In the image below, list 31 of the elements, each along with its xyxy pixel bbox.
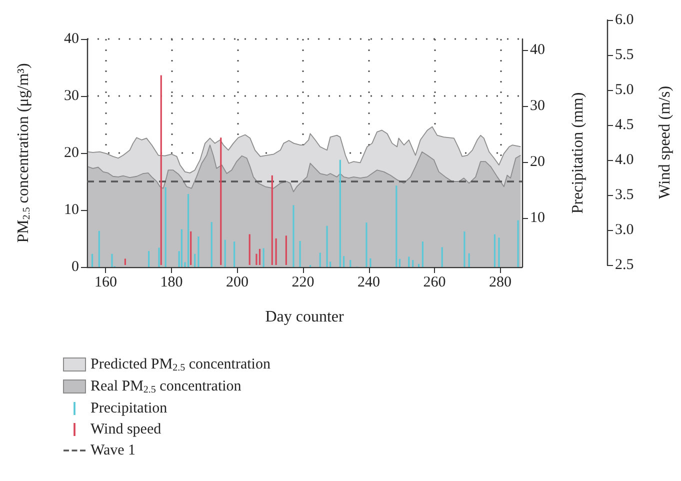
- x-axis-title: Day counter: [265, 308, 344, 326]
- x-tick-label: 200: [226, 274, 249, 290]
- y-tick-label: 20: [64, 145, 79, 161]
- y3-tick-label: 5.0: [615, 82, 634, 98]
- y3-tick-label: 2.5: [615, 257, 634, 273]
- x-tick-label: 160: [94, 274, 117, 290]
- y2-tick-label: 20: [530, 154, 545, 170]
- y2-tick-label: 40: [530, 42, 545, 58]
- y3-tick-label: 4.0: [615, 152, 634, 168]
- legend-label: Wave 1: [90, 442, 136, 458]
- legend-label: Precipitation: [90, 400, 168, 416]
- y3-axis-title: Wind speed (m/s): [656, 86, 674, 200]
- y2-tick-label: 30: [530, 98, 545, 114]
- y-tick-label: 40: [64, 31, 79, 47]
- x-tick-label: 220: [292, 274, 314, 290]
- y-axis-title: PM2.5 concentration (μg/m³): [15, 63, 32, 243]
- y3-tick-label: 6.0: [615, 12, 634, 28]
- y-tick-label: 30: [64, 88, 79, 104]
- y3-tick-label: 5.5: [615, 47, 634, 63]
- y3-tick-label: 4.5: [615, 117, 634, 133]
- x-tick-label: 180: [160, 274, 183, 290]
- y2-axis-title: Precipitation (mm): [570, 92, 586, 214]
- legend-label: Wind speed: [90, 422, 162, 438]
- y3-tick-label: 3.0: [615, 222, 634, 238]
- x-tick-label: 280: [489, 274, 512, 290]
- x-tick-label: 260: [423, 274, 446, 290]
- y-tick-label: 10: [64, 202, 79, 218]
- y2-tick-label: 10: [530, 210, 545, 226]
- x-tick-label: 240: [358, 274, 380, 290]
- y3-tick-label: 3.5: [615, 187, 634, 203]
- y-tick-label: 0: [72, 259, 79, 275]
